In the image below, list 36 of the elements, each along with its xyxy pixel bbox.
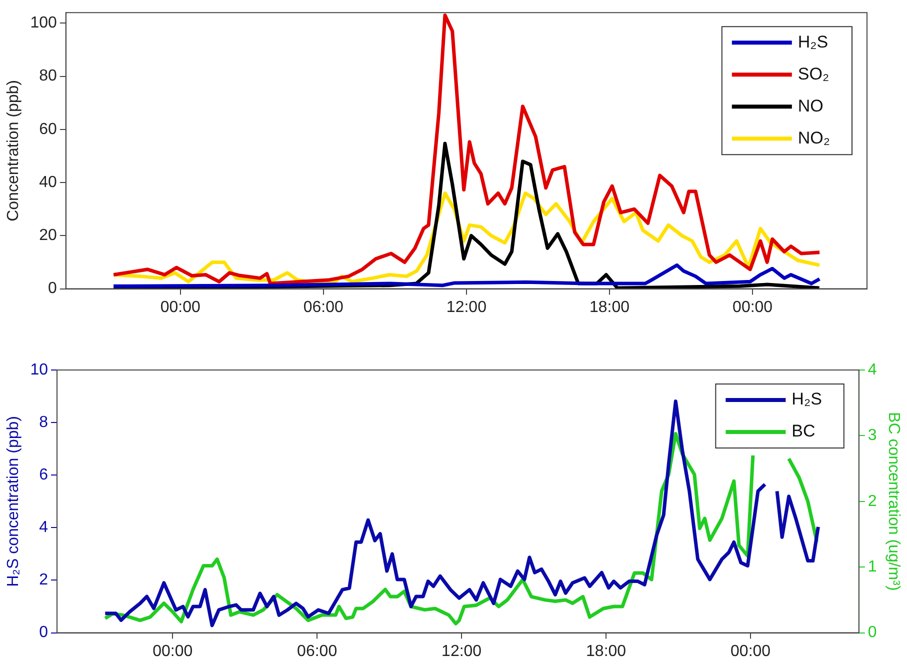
x-tick-label: 00:00 xyxy=(160,298,200,316)
y2-tick-label: 0 xyxy=(868,624,877,642)
x-tick-label: 18:00 xyxy=(586,642,626,660)
y-tick-label: 10 xyxy=(30,361,48,378)
y2-axis-title: BC concentration (ug/m³) xyxy=(884,412,902,591)
y-tick-label: 0 xyxy=(48,280,57,298)
y-tick-label: 4 xyxy=(39,519,48,536)
y-tick-label: 20 xyxy=(39,227,57,244)
x-tick-label: 06:00 xyxy=(303,298,344,316)
y2-tick-label: 2 xyxy=(868,492,877,510)
legend-label: NO xyxy=(798,96,824,116)
x-tick-label: 00:00 xyxy=(152,642,193,660)
x-tick-label: 00:00 xyxy=(730,642,771,660)
y-axis-title: H₂S concentration (ppb) xyxy=(5,416,22,587)
y-tick-label: 80 xyxy=(39,68,57,85)
x-tick-label: 12:00 xyxy=(446,298,487,316)
x-tick-label: 12:00 xyxy=(442,642,482,660)
legend-label: NO₂ xyxy=(798,128,830,148)
x-tick-label: 18:00 xyxy=(589,298,630,316)
y-tick-label: 6 xyxy=(39,466,48,484)
y-tick-label: 2 xyxy=(39,572,48,589)
x-tick-label: 06:00 xyxy=(297,642,338,660)
y-axis-title: Concentration (ppb) xyxy=(5,80,22,222)
y-tick-label: 0 xyxy=(39,624,48,642)
y-tick-label: 40 xyxy=(39,174,57,191)
x-tick-label: 00:00 xyxy=(732,298,773,316)
y2-tick-label: 1 xyxy=(868,558,877,576)
legend-label: SO₂ xyxy=(798,64,830,84)
legend-label: H₂S xyxy=(798,32,828,52)
y-tick-label: 100 xyxy=(30,14,57,32)
y-tick-label: 8 xyxy=(39,414,48,431)
legend-label: BC xyxy=(792,422,816,441)
y-tick-label: 60 xyxy=(39,120,57,138)
legend-label: H₂S xyxy=(792,390,822,409)
y2-tick-label: 3 xyxy=(868,427,877,444)
y2-tick-label: 4 xyxy=(868,361,877,378)
